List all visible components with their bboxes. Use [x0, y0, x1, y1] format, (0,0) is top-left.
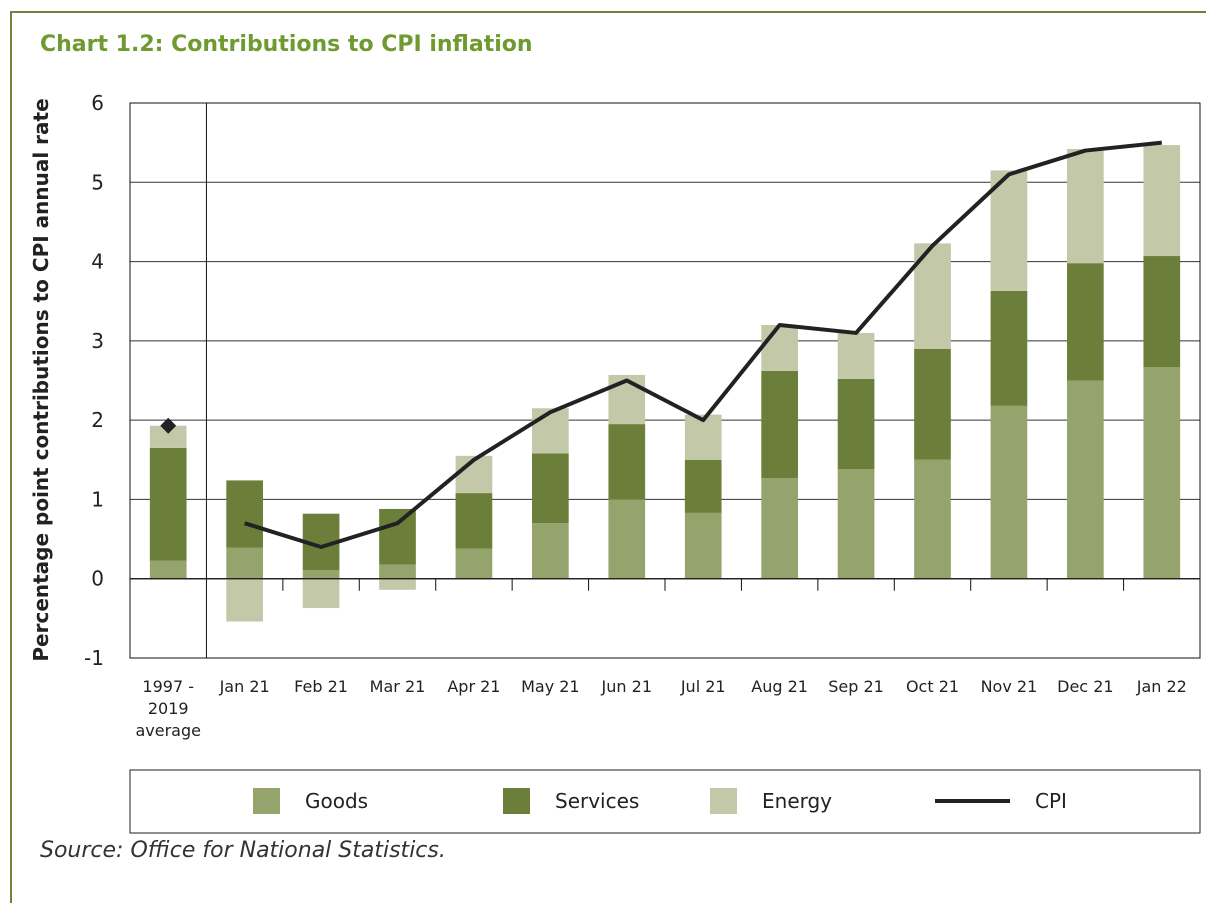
legend-label: Goods [305, 789, 368, 813]
x-tick-label: Mar 21 [369, 677, 426, 696]
bar-segment [149, 425, 187, 448]
bar-segment [684, 459, 722, 513]
x-tick-label: 1997 - 2019 average [135, 677, 201, 740]
y-tick-label: 3 [91, 329, 104, 353]
bar-segment [914, 348, 951, 460]
y-tick-label: 0 [91, 567, 104, 591]
y-axis-label: Percentage point contributions to CPI an… [29, 98, 53, 661]
bar-segment [455, 493, 493, 549]
bar-segment [302, 569, 340, 579]
bar-segment [379, 508, 416, 565]
bar-segment [1143, 256, 1181, 368]
chart-title: Chart 1.2: Contributions to CPI inflatio… [40, 32, 533, 57]
bar-segment [608, 374, 646, 425]
legend-label: CPI [1035, 789, 1067, 813]
bar-segment [761, 370, 798, 479]
legend-swatch [710, 788, 737, 814]
bar-segment [914, 459, 951, 579]
y-tick-label: 2 [91, 408, 104, 432]
bar-segment [1067, 263, 1104, 381]
y-tick-label: 4 [91, 250, 104, 274]
cpi-line [244, 140, 1162, 549]
bar-segment [1143, 367, 1181, 579]
average-marker [160, 417, 177, 434]
bar-segment [1143, 145, 1181, 257]
legend-swatch [503, 788, 530, 814]
bar-segment [1067, 148, 1104, 264]
x-tick-label: Oct 21 [905, 677, 960, 696]
x-tick-label: Jul 21 [680, 677, 726, 696]
bar-segment [149, 560, 187, 579]
bar-segment [379, 564, 416, 579]
x-tick-label: Sep 21 [828, 677, 884, 696]
bar-segment [761, 325, 798, 371]
x-tick-label: Dec 21 [1057, 677, 1114, 696]
x-tick-label: Jan 22 [1136, 677, 1187, 696]
bar-segment [302, 578, 340, 609]
bar-segment [226, 547, 263, 579]
bar-segment [379, 578, 416, 590]
bar-segment [532, 408, 569, 454]
bar-segment [608, 499, 646, 579]
plot-border [129, 102, 1201, 659]
bar-segment [990, 290, 1028, 406]
bar-segment [990, 170, 1028, 291]
bar-segment [532, 523, 569, 579]
x-tick-label: Jan 21 [219, 677, 270, 696]
x-tick-label: Apr 21 [447, 677, 501, 696]
x-tick-label: Jun 21 [601, 677, 652, 696]
legend-box [129, 769, 1201, 834]
bar-segment [455, 548, 493, 579]
legend-label: Energy [762, 789, 832, 813]
bar-segment [761, 478, 798, 579]
bar-segment [990, 405, 1028, 579]
bar-segment [226, 578, 263, 622]
y-tick-label: 1 [91, 487, 104, 511]
x-tick-label: Feb 21 [294, 677, 348, 696]
bar-segment [608, 424, 646, 500]
source-note: Source: Office for National Statistics. [40, 838, 446, 863]
y-tick-label: 6 [91, 91, 104, 115]
bar-segment [1067, 380, 1104, 579]
y-tick-label: -1 [84, 646, 104, 670]
bar-segment [226, 480, 263, 548]
bar-segment [684, 512, 722, 579]
bar-segment [837, 469, 875, 579]
legend-swatch [253, 788, 280, 814]
x-tick-label: May 21 [521, 677, 580, 696]
legend-label: Services [555, 789, 639, 813]
y-tick-label: 5 [91, 170, 104, 194]
bar-segment [532, 453, 569, 524]
bar-segment [149, 447, 187, 561]
bar-segment [837, 332, 875, 379]
x-tick-label: Nov 21 [980, 677, 1038, 696]
bar-segment [837, 378, 875, 470]
x-tick-label: Aug 21 [751, 677, 808, 696]
